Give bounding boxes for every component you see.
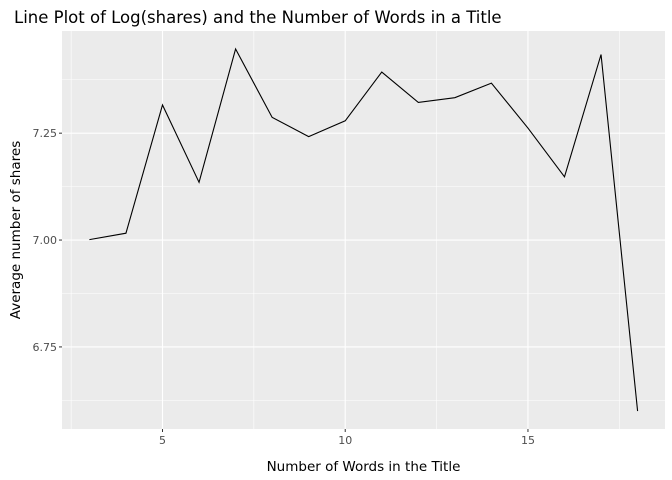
- x-axis-title: Number of Words in the Title: [267, 459, 461, 475]
- y-tick-label: 7.00: [33, 234, 58, 247]
- x-axis-ticks: 5 10 15: [159, 429, 535, 447]
- y-axis-ticks: 6.75 7.00 7.25: [33, 127, 62, 354]
- y-tick-label: 7.25: [33, 127, 58, 140]
- y-tick-label: 6.75: [33, 341, 58, 354]
- major-gridlines: [62, 31, 665, 429]
- y-axis-title: Average number of shares: [8, 141, 24, 319]
- x-tick-label: 15: [521, 434, 535, 447]
- chart-title: Line Plot of Log(shares) and the Number …: [14, 8, 502, 27]
- plot-panel: [62, 31, 665, 429]
- x-tick-label: 5: [159, 434, 166, 447]
- x-tick-label: 10: [338, 434, 352, 447]
- data-line: [89, 47, 639, 412]
